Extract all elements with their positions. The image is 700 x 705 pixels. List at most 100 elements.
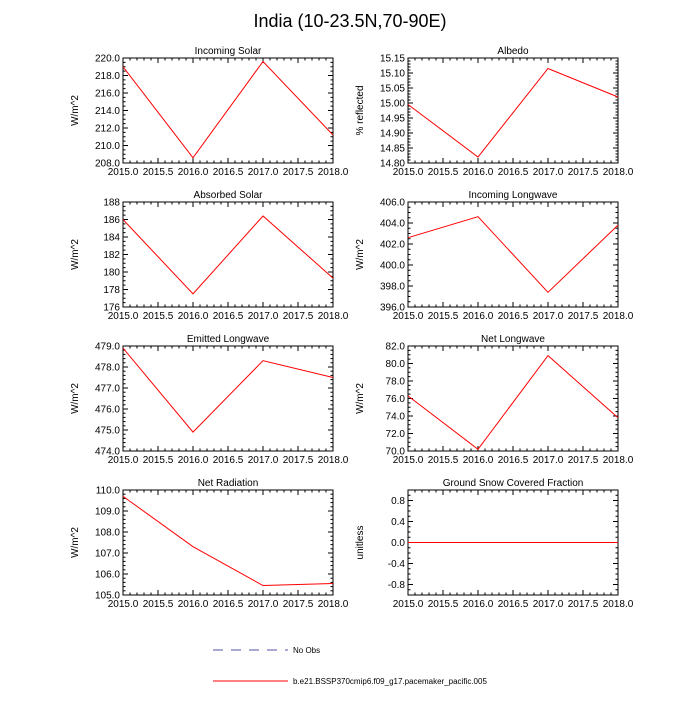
x-tick-label: 2015.0 <box>393 599 424 610</box>
x-tick-label: 2017.5 <box>283 311 314 322</box>
x-tick-label: 2017.5 <box>568 599 599 610</box>
x-tick-label: 2018.0 <box>603 311 634 322</box>
x-tick-label: 2015.5 <box>143 455 174 466</box>
x-tick-label: 2015.5 <box>428 455 459 466</box>
panel-title: Emitted Longwave <box>187 334 270 345</box>
x-tick-label: 2017.0 <box>248 455 279 466</box>
y-tick-label: 214.0 <box>95 106 120 117</box>
y-tick-label: 15.00 <box>380 99 405 110</box>
y-axis-label: % reflected <box>355 85 366 135</box>
x-tick-label: 2016.5 <box>213 455 244 466</box>
y-tick-label: 220.0 <box>95 54 120 65</box>
y-tick-label: 72.0 <box>386 429 406 440</box>
x-tick-label: 2018.0 <box>603 599 634 610</box>
y-axis-label: W/m^2 <box>70 239 81 270</box>
x-tick-label: 2016.0 <box>178 167 209 178</box>
panel-emitted-longwave: Emitted Longwave 2015.0 2015.5 2016.0 2016.5… <box>70 334 349 466</box>
x-tick-label: 2015.0 <box>108 167 139 178</box>
y-tick-label: 216.0 <box>95 89 120 100</box>
y-tick-label: 108.0 <box>95 528 120 539</box>
panel-net-radiation: Net Radiation 2015.0 2015.5 2016.0 2016.5 201… <box>70 478 349 610</box>
x-tick-label: 2015.5 <box>143 599 174 610</box>
y-tick-label: 14.90 <box>380 129 405 140</box>
y-axis-label: W/m^2 <box>70 383 81 414</box>
y-tick-label: 14.80 <box>380 159 405 170</box>
y-tick-label: 15.05 <box>380 84 405 95</box>
y-tick-label: 106.0 <box>95 570 120 581</box>
y-tick-label: 0.4 <box>391 517 405 528</box>
x-tick-label: 2016.0 <box>463 311 494 322</box>
y-tick-label: 80.0 <box>386 359 406 370</box>
panel-title: Net Longwave <box>481 334 545 345</box>
y-tick-label: 186 <box>103 215 120 226</box>
x-tick-label: 2015.5 <box>428 599 459 610</box>
series-line-emitted-longwave <box>122 347 334 433</box>
x-tick-label: 2017.0 <box>533 167 564 178</box>
panel-title: Albedo <box>497 46 529 57</box>
y-tick-label: 110.0 <box>96 486 121 497</box>
x-tick-label: 2016.5 <box>498 311 529 322</box>
plot-frame <box>122 57 334 164</box>
y-tick-label: 180 <box>103 268 120 279</box>
y-tick-label: 218.0 <box>95 71 120 82</box>
x-tick-label: 2018.0 <box>603 167 634 178</box>
x-tick-label: 2015.0 <box>108 599 139 610</box>
y-tick-label: 0.8 <box>391 496 405 507</box>
x-tick-label: 2016.0 <box>463 455 494 466</box>
panel-incoming-solar: Incoming Solar 2015.0 2015.5 2016.0 2016.5 20… <box>70 46 349 178</box>
x-tick-label: 2016.0 <box>463 167 494 178</box>
y-tick-label: 474.0 <box>95 447 120 458</box>
panel-albedo: Albedo 2015.0 2015.5 2016.0 2016.5 2017.0 2017… <box>355 46 634 178</box>
x-tick-label: 2017.0 <box>248 167 279 178</box>
y-tick-label: 74.0 <box>386 412 406 423</box>
panel-title: Absorbed Solar <box>194 190 264 201</box>
x-tick-label: 2018.0 <box>603 455 634 466</box>
x-tick-label: 2015.5 <box>428 311 459 322</box>
x-tick-label: 2017.5 <box>283 599 314 610</box>
y-axis-label: W/m^2 <box>70 95 81 126</box>
x-tick-label: 2015.0 <box>393 167 424 178</box>
y-tick-label: 0.0 <box>391 538 405 549</box>
panel-title: Net Radiation <box>198 478 259 489</box>
x-tick-label: 2017.0 <box>533 599 564 610</box>
panel-title: Incoming Longwave <box>469 190 558 201</box>
y-tick-label: 182 <box>103 250 120 261</box>
y-tick-label: 188 <box>103 198 120 209</box>
x-tick-label: 2018.0 <box>318 311 349 322</box>
y-tick-label: 70.0 <box>386 447 406 458</box>
x-tick-label: 2018.0 <box>318 167 349 178</box>
x-tick-label: 2018.0 <box>318 455 349 466</box>
x-tick-label: 2015.0 <box>393 455 424 466</box>
x-tick-label: 2015.5 <box>143 167 174 178</box>
y-tick-label: 400.0 <box>380 261 405 272</box>
plot-frame <box>407 57 619 164</box>
y-tick-label: 406.0 <box>380 198 405 209</box>
y-tick-label: 476.0 <box>95 405 120 416</box>
y-tick-label: 109.0 <box>95 507 120 518</box>
y-tick-label: 15.10 <box>380 69 405 80</box>
y-tick-label: 78.0 <box>386 377 406 388</box>
x-tick-label: 2016.5 <box>213 167 244 178</box>
y-tick-label: 15.15 <box>380 54 405 65</box>
y-tick-label: 14.85 <box>380 144 405 155</box>
y-tick-label: 398.0 <box>380 282 405 293</box>
panel-title: Ground Snow Covered Fraction <box>443 478 584 489</box>
y-tick-label: 184 <box>103 233 120 244</box>
x-tick-label: 2016.0 <box>178 311 209 322</box>
y-tick-label: -0.4 <box>388 559 406 570</box>
y-axis-label: unitless <box>355 526 366 560</box>
y-tick-label: 82.0 <box>386 342 406 353</box>
legend: No Obs b.e21.BSSP370cmip6.f09_g17.pacema… <box>213 646 487 686</box>
page-title: India (10-23.5N,70-90E) <box>253 11 446 31</box>
plot-frame <box>122 345 334 452</box>
x-tick-label: 2016.0 <box>178 455 209 466</box>
x-tick-label: 2016.5 <box>213 311 244 322</box>
panel-net-longwave: Net Longwave 2015.0 2015.5 2016.0 2016.5 2017… <box>355 334 634 466</box>
y-axis-label: W/m^2 <box>70 527 81 558</box>
x-tick-label: 2018.0 <box>318 599 349 610</box>
x-tick-label: 2017.0 <box>248 599 279 610</box>
x-tick-label: 2015.0 <box>108 455 139 466</box>
y-tick-label: 105.0 <box>95 591 120 602</box>
y-tick-label: 477.0 <box>95 384 120 395</box>
